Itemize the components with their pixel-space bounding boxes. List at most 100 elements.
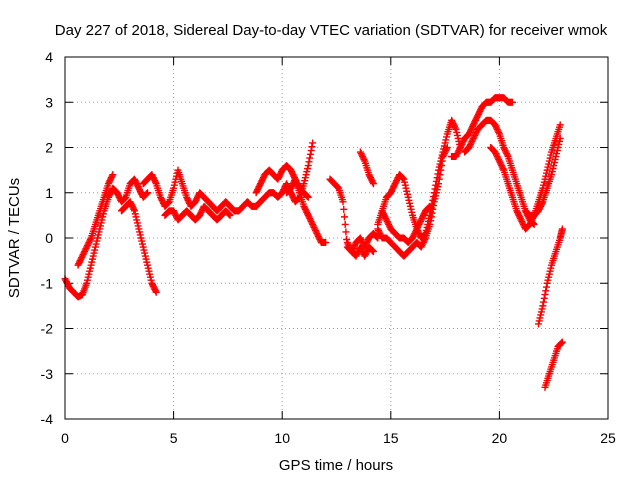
- data-point: [342, 228, 350, 236]
- data-point: [369, 248, 377, 256]
- data-point: [428, 209, 436, 217]
- series-track-c: [117, 198, 160, 296]
- data-point: [435, 175, 443, 183]
- grid-lines: [65, 57, 608, 419]
- series-track-r: [521, 134, 564, 219]
- data-point: [427, 213, 435, 221]
- data-point: [421, 236, 429, 244]
- y-axis-label: SDTVAR / TECUs: [6, 178, 23, 298]
- data-point: [424, 204, 432, 212]
- series-track-s: [534, 225, 566, 328]
- data-point: [306, 150, 314, 158]
- x-tick-label: 5: [170, 430, 178, 446]
- y-tick-label: 2: [45, 140, 53, 156]
- data-point: [542, 287, 550, 295]
- data-points: [61, 94, 566, 391]
- data-point: [333, 183, 341, 191]
- y-tick-label: -2: [41, 321, 54, 337]
- data-point: [304, 193, 312, 201]
- data-point: [443, 144, 451, 151]
- x-axis-label: GPS time / hours: [279, 457, 393, 474]
- data-point: [306, 154, 314, 162]
- y-tick-labels: -4 -3 -2 -1 0 1 2 3 4: [41, 49, 54, 427]
- data-point: [558, 339, 566, 347]
- y-tick-label: 3: [45, 94, 53, 110]
- data-point: [164, 199, 172, 207]
- data-point: [309, 139, 317, 147]
- data-point: [373, 233, 381, 241]
- y-tick-label: 4: [45, 49, 53, 65]
- y-tick-label: -1: [41, 275, 54, 291]
- data-point: [556, 134, 564, 142]
- x-tick-label: 25: [600, 430, 616, 446]
- series-track-e: [161, 202, 234, 224]
- data-point: [86, 236, 94, 244]
- x-tick-label: 10: [274, 430, 290, 446]
- data-point: [225, 211, 233, 219]
- data-point: [451, 124, 459, 132]
- data-point: [152, 178, 159, 186]
- data-point: [109, 171, 117, 179]
- data-point: [307, 147, 315, 155]
- series-track-a: [61, 175, 152, 301]
- data-point: [120, 195, 128, 203]
- data-point: [425, 203, 433, 211]
- data-point: [303, 192, 311, 200]
- data-point: [152, 287, 159, 295]
- data-point: [540, 294, 548, 302]
- series-track-m: [374, 144, 451, 260]
- data-point: [226, 211, 234, 219]
- data-point: [430, 202, 438, 210]
- data-point: [508, 98, 516, 106]
- data-point: [108, 172, 116, 180]
- data-point: [558, 338, 566, 346]
- plot-frame: [64, 56, 609, 420]
- data-point: [435, 180, 443, 188]
- data-point: [558, 225, 566, 233]
- data-point: [399, 174, 407, 182]
- data-point: [143, 190, 151, 198]
- data-point: [495, 128, 503, 136]
- series-track-f: [252, 162, 312, 201]
- series-track-n: [378, 202, 434, 247]
- data-point: [426, 220, 434, 228]
- data-point: [443, 145, 451, 153]
- series-track-t: [541, 338, 566, 391]
- data-point: [144, 189, 152, 197]
- data-point: [538, 199, 546, 207]
- data-point: [427, 217, 435, 225]
- data-point: [339, 198, 347, 206]
- series-track-k: [356, 148, 377, 188]
- series-track-d: [139, 166, 264, 215]
- data-point: [436, 171, 444, 179]
- data-point: [360, 156, 368, 164]
- y-tick-label: 0: [45, 230, 53, 246]
- series-track-i: [326, 175, 382, 256]
- data-point: [541, 291, 549, 299]
- data-point: [503, 151, 511, 159]
- y-tick-label: 1: [45, 185, 53, 201]
- data-point: [556, 121, 564, 129]
- data-point: [438, 157, 446, 165]
- data-point: [225, 210, 233, 218]
- data-point: [305, 158, 313, 166]
- data-point: [426, 202, 434, 210]
- series-track-o: [448, 94, 516, 161]
- data-point: [152, 288, 160, 296]
- y-tick-label: -4: [41, 411, 54, 427]
- series-track-b: [74, 171, 117, 269]
- data-point: [557, 340, 565, 348]
- x-tick-label: 0: [61, 430, 69, 446]
- data-point: [340, 205, 348, 213]
- data-point: [369, 247, 377, 255]
- chart-title: Day 227 of 2018, Sidereal Day-to-day VTE…: [55, 22, 608, 39]
- data-point: [340, 213, 348, 221]
- data-point: [398, 174, 406, 182]
- data-point: [322, 239, 330, 247]
- series-track-q: [487, 121, 564, 233]
- data-point: [142, 190, 150, 198]
- data-point: [437, 166, 445, 174]
- data-point: [437, 162, 445, 170]
- series-track-j: [343, 239, 377, 260]
